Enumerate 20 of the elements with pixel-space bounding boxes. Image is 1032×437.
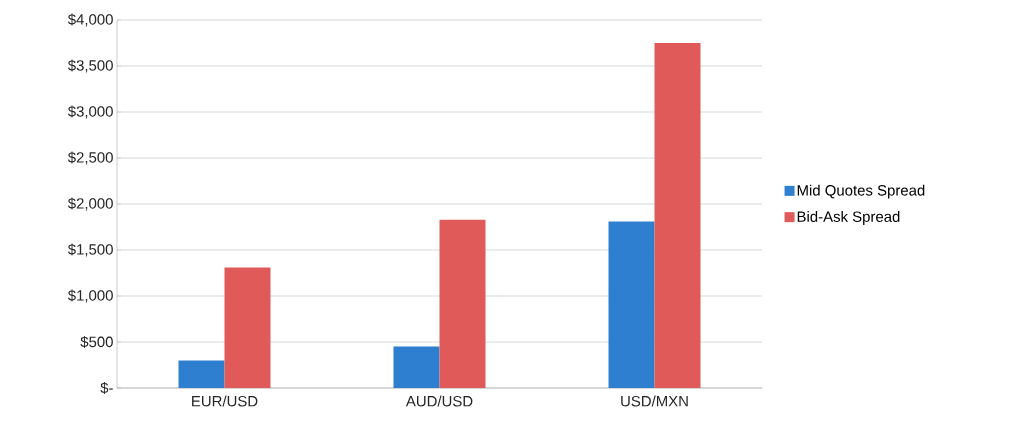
y-tick-label: $4,000 [67, 13, 113, 27]
y-tick-label: $1,500 [67, 243, 113, 257]
y-tick-label: $2,500 [67, 151, 113, 165]
bar [608, 221, 655, 388]
x-tick-label: EUR/USD [192, 395, 258, 407]
y-tick-label: $- [100, 381, 113, 395]
bar [178, 360, 225, 388]
x-tick-label: AUD/USD [405, 395, 473, 407]
bar [439, 219, 486, 388]
legend-label: Bid-Ask Spread [797, 210, 900, 225]
bar [393, 346, 440, 388]
y-tick-label: $1,000 [67, 289, 113, 303]
legend-label: Mid Quotes Spread [797, 184, 925, 199]
y-tick-label: $500 [80, 335, 113, 349]
y-tick-label: $2,000 [67, 197, 113, 211]
bar [654, 43, 701, 388]
y-tick-label: $3,000 [67, 105, 113, 119]
y-tick-label: $3,500 [67, 59, 113, 73]
bar [224, 267, 271, 388]
x-tick-label: USD/MXN [621, 395, 688, 407]
